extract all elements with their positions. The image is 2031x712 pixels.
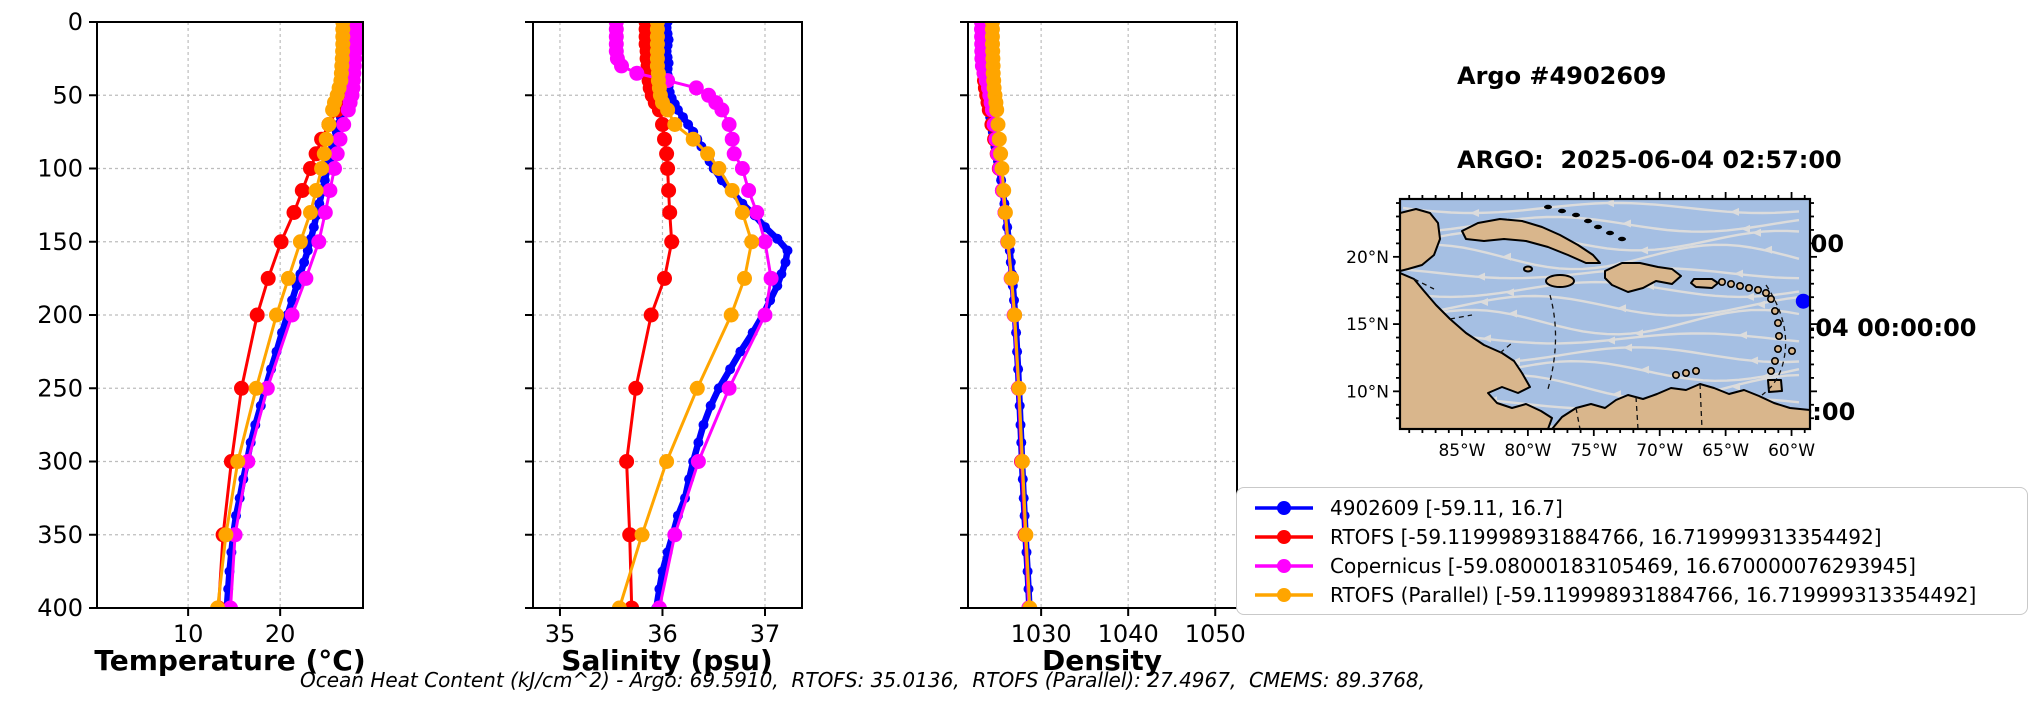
depth-tick-label: 400: [37, 594, 83, 622]
x-tick-label: 10: [173, 620, 204, 648]
depth-tick-label: 300: [37, 448, 83, 476]
legend-label: RTOFS (Parallel) [-59.119998931884766, 1…: [1330, 582, 1977, 607]
cayman: [1523, 265, 1533, 273]
density-profile-chart: 1030 1040 1050: [960, 21, 1246, 648]
south-america: [1551, 383, 1810, 429]
ocean-heat-content-note: Ocean Heat Content (kJ/cm^2) - Argo: 69.…: [300, 668, 1426, 692]
legend-line-marker-icon: [1255, 558, 1313, 573]
x-tick-label: 1040: [1098, 620, 1159, 648]
legend-row: RTOFS [-59.119998931884766, 16.719999313…: [1253, 525, 2021, 549]
temperature-axis-title: Temperature (°C): [94, 644, 366, 677]
x-tick-label: 1030: [1011, 620, 1072, 648]
legend-label: Copernicus [-59.08000183105469, 16.67000…: [1330, 553, 1916, 578]
map-lat-tick-label: 20°N: [1346, 248, 1389, 268]
depth-tick-label: 150: [37, 228, 83, 256]
island-chains: [1544, 204, 1796, 380]
legend-row: 4902609 [-59.11, 16.7]: [1253, 496, 2021, 520]
legend-label: 4902609 [-59.11, 16.7]: [1330, 495, 1563, 520]
map-ticks: [1393, 192, 1817, 436]
series-rtofs-parallel-: [611, 22, 760, 608]
x-tick-label: 20: [265, 620, 296, 648]
boundary-lines: [1413, 278, 1787, 429]
legend-line-marker-icon: [1255, 500, 1313, 515]
map-lon-tick-label: 80°W: [1504, 441, 1551, 461]
legend-row: Copernicus [-59.08000183105469, 16.67000…: [1253, 554, 2021, 578]
x-tick-label: 35: [545, 620, 576, 648]
density-axis-title: Density: [1041, 644, 1163, 677]
map-lon-tick-label: 85°W: [1438, 441, 1485, 461]
series-copernicus: [608, 22, 779, 608]
yucatan: [1400, 208, 1441, 272]
title-argo-time: ARGO: 2025-06-04 02:57:00: [1457, 146, 1842, 174]
title-float-id: Argo #4902609: [1457, 62, 1667, 90]
location-map: 85°W 80°W 75°W 70°W 65°W 60°W 20°N 15°N 10°N: [1346, 192, 1817, 461]
depth-tick-label: 0: [68, 8, 83, 36]
legend-label: RTOFS [-59.119998931884766, 16.719999313…: [1330, 524, 1882, 549]
depth-tick-label: 100: [37, 155, 83, 183]
x-tick-label: 37: [750, 620, 781, 648]
landmasses: [1400, 208, 1810, 429]
jamaica: [1545, 274, 1575, 288]
map-lon-tick-label: 65°W: [1702, 441, 1749, 461]
legend-line-marker-icon: [1255, 587, 1313, 602]
series-rtofs-parallel-: [210, 22, 351, 608]
x-tick-label: 1050: [1185, 620, 1246, 648]
salinity-axis-title: Salinity (psu): [561, 644, 773, 677]
legend: 4902609 [-59.11, 16.7] RTOFS [-59.119998…: [1236, 487, 2028, 615]
hispaniola: [1604, 262, 1682, 293]
legend-row: RTOFS (Parallel) [-59.119998931884766, 1…: [1253, 583, 2021, 607]
x-tick-label: 36: [647, 620, 678, 648]
salinity-profile-chart: 35 36 37: [525, 21, 803, 648]
caribbean-map: 85°W 80°W 75°W 70°W 65°W 60°W 20°N 15°N 10°N: [1346, 192, 1817, 461]
depth-tick-label: 200: [37, 301, 83, 329]
depth-tick-label: 50: [52, 81, 83, 109]
series-rtofs-parallel-: [984, 22, 1038, 608]
map-lon-tick-label: 75°W: [1570, 441, 1617, 461]
legend-line-marker-icon: [1255, 529, 1313, 544]
cuba: [1461, 218, 1601, 264]
map-lat-tick-label: 10°N: [1346, 382, 1389, 402]
depth-tick-label: 350: [37, 521, 83, 549]
puerto-rico: [1690, 278, 1719, 289]
depth-tick-label: 250: [37, 374, 83, 402]
map-lat-tick-label: 15°N: [1346, 315, 1389, 335]
central-america: [1400, 272, 1553, 429]
map-lon-tick-label: 60°W: [1768, 441, 1815, 461]
map-lon-tick-label: 70°W: [1636, 441, 1683, 461]
float-location-marker: [1795, 293, 1810, 309]
